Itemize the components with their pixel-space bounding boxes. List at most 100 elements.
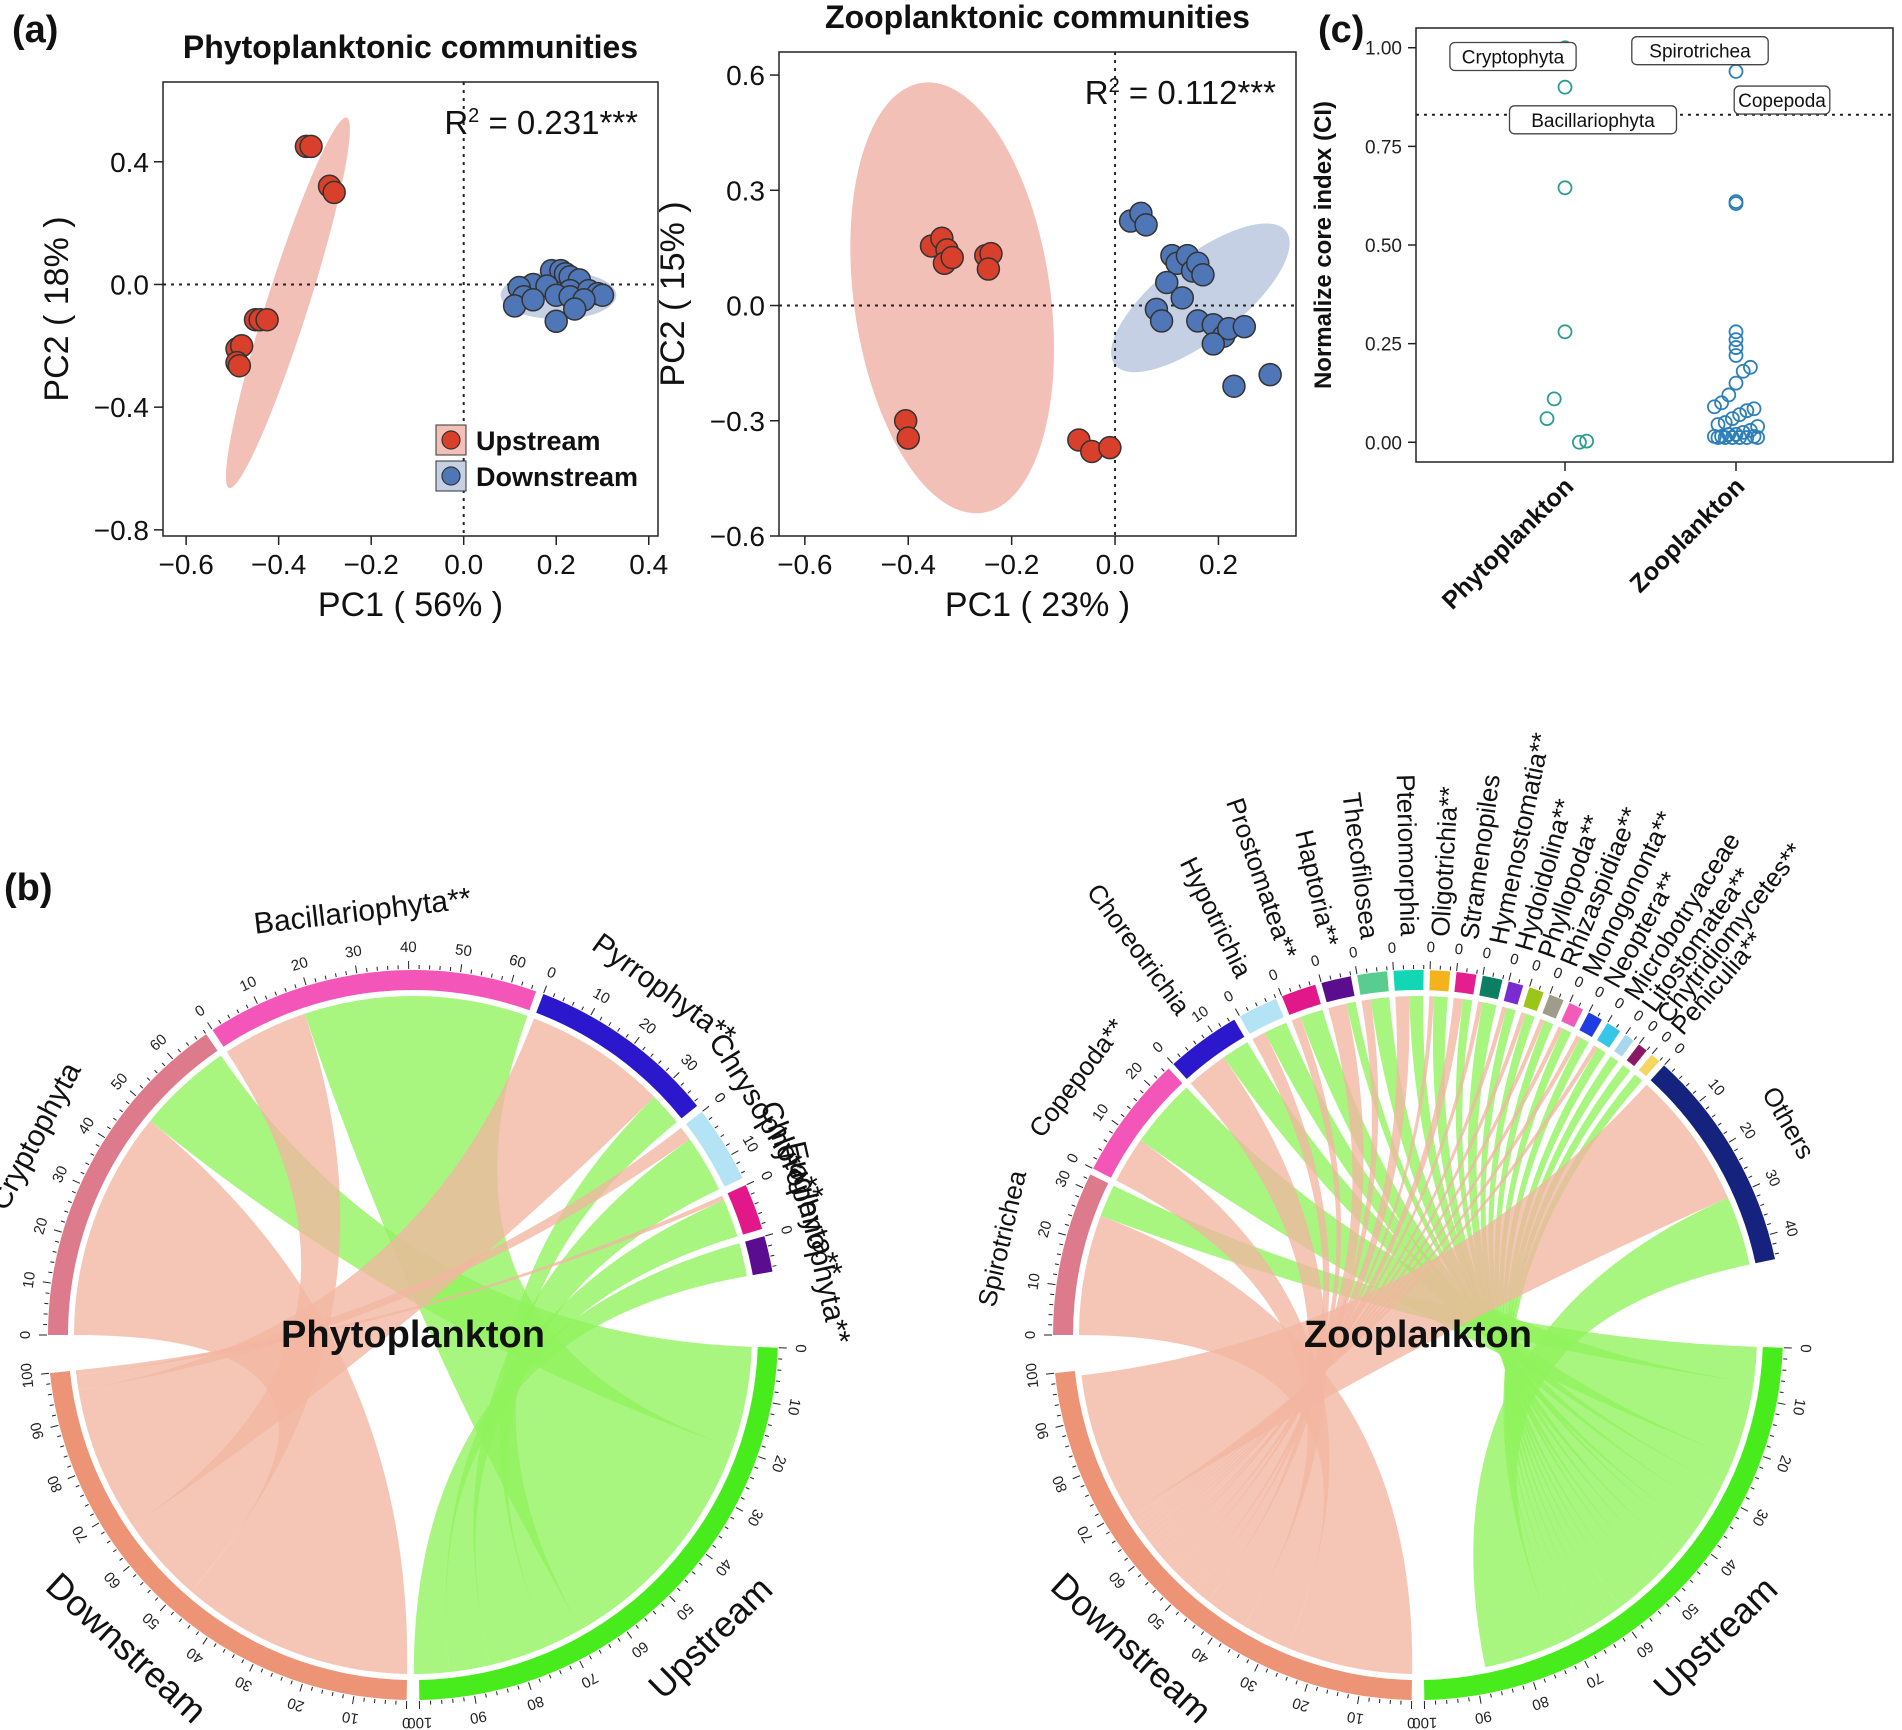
sector-tick <box>708 1116 713 1120</box>
sector-tick <box>1264 998 1267 1003</box>
sector-tick <box>543 985 547 994</box>
sector-tick-label: 60 <box>101 1568 125 1592</box>
sector-bacillariophyta <box>212 970 537 1047</box>
sector-tick <box>97 1132 106 1139</box>
sector-tick-label: 30 <box>677 1051 701 1075</box>
sector-tick <box>112 1549 117 1553</box>
sector-tick-label: 0 <box>777 1224 796 1237</box>
sector-tick <box>1500 1691 1503 1696</box>
y-tick-label: 0.4 <box>110 147 149 178</box>
sector-tick <box>764 1434 769 1437</box>
chord-phytoplankton: 0 10 20 30 40 50 60 Cryptophyta 0 10 20 30 40 50 60 Bac… <box>0 882 856 1730</box>
sector-tick-label: 40 <box>75 1114 98 1137</box>
sector-tick <box>1750 1487 1755 1490</box>
sector-tick <box>767 1424 772 1427</box>
sector-tick <box>470 969 473 974</box>
chord-link-choreotrichia-upstream <box>1223 1042 1735 1486</box>
sector-tick <box>147 1589 151 1594</box>
sector-tick <box>1275 1672 1278 1677</box>
sector-haptoria <box>1321 976 1355 1003</box>
sector-tick <box>1227 1648 1231 1653</box>
x-tick-label: −0.6 <box>158 549 213 580</box>
sector-tick <box>331 1692 334 1697</box>
sector-tick <box>1072 1475 1081 1480</box>
sector-tick-label: 10 <box>341 1708 360 1727</box>
sector-tick-label: 0 <box>1797 1344 1814 1353</box>
sector-tick <box>761 1445 766 1448</box>
sector-tick <box>1137 1574 1142 1578</box>
sector-tick-label: 0 <box>1530 957 1543 976</box>
sector-tick-label: 30 <box>49 1163 71 1185</box>
sector-tick <box>345 971 347 976</box>
sector-tick <box>119 1557 124 1561</box>
sector-tick-label: 10 <box>1346 1708 1365 1727</box>
sector-tick <box>1084 1164 1093 1169</box>
sector-chrysophyta <box>685 1111 743 1187</box>
sector-tick <box>218 1019 222 1024</box>
sector-tick <box>1657 1610 1662 1615</box>
sector-tick <box>1735 1516 1740 1520</box>
sector-tick-label: 60 <box>628 1638 651 1662</box>
sector-tick <box>67 1465 72 1468</box>
chord-link-hymenostomatia-upstream <box>1467 1002 1649 1595</box>
plot-frame <box>778 51 1297 537</box>
sector-tick <box>1508 972 1512 981</box>
sector-tick <box>106 1126 111 1130</box>
sector-tick-label: 70 <box>1074 1522 1097 1545</box>
sector-tick <box>1246 1659 1250 1664</box>
sector-tick <box>1466 968 1468 973</box>
sector-tick-label: 90 <box>1032 1421 1053 1441</box>
sector-tick <box>1468 1697 1470 1702</box>
chart-title: Zooplanktonic communities <box>825 0 1250 35</box>
sector-tick <box>241 1659 245 1664</box>
sector-tick <box>334 973 337 978</box>
sector-tick <box>1616 1023 1620 1028</box>
sector-thecofilosea <box>1357 971 1389 995</box>
sector-tick <box>185 1042 190 1047</box>
sector-tick-label: 50 <box>454 941 473 960</box>
sector-tick <box>159 1604 167 1612</box>
sector-tick <box>1159 1597 1164 1601</box>
sector-tick <box>698 1562 703 1566</box>
sector-euglenophyta <box>745 1236 773 1276</box>
sector-tick-label: 10 <box>20 1271 39 1290</box>
sector-tick <box>129 1090 137 1097</box>
x-axis-label: PC1 ( 56% ) <box>318 586 503 624</box>
ellipse-upstream <box>225 117 350 489</box>
sector-tick <box>617 1027 621 1032</box>
sector-tick <box>1096 1522 1105 1528</box>
point-zooplankton <box>1714 395 1729 411</box>
chord-link-copepoda-downstream <box>1116 1140 1330 1649</box>
sector-tick <box>1479 1695 1482 1704</box>
sector-tick <box>170 1611 175 1616</box>
sector-tick-label: 30 <box>1052 1168 1074 1190</box>
sector-tick <box>1588 1004 1594 1012</box>
sector-tick <box>1058 1232 1067 1236</box>
sector-tick <box>691 1571 696 1575</box>
sector-tick <box>1059 1243 1064 1246</box>
point-zooplankton <box>1728 340 1744 355</box>
sector-tick <box>227 1014 231 1019</box>
sector-tick <box>85 1162 90 1166</box>
sector-tick <box>1308 981 1311 986</box>
sector-tick <box>95 1143 100 1147</box>
chord-link-others-upstream <box>1473 1197 1750 1668</box>
sector-tick <box>67 1475 76 1480</box>
point-zooplankton <box>1725 411 1740 427</box>
sector-tick <box>1054 1404 1059 1406</box>
sector-tick-label: 0 <box>1644 1017 1661 1036</box>
sector-tick <box>1651 1047 1658 1055</box>
sector-tick-label: 90 <box>469 1707 488 1727</box>
sector-tick <box>1336 1692 1339 1697</box>
sector-tick <box>1071 1204 1076 1207</box>
plot-frame <box>162 81 659 537</box>
sector-tick <box>75 1484 80 1488</box>
sector-peniculia <box>1638 1054 1660 1077</box>
sector-tick <box>1236 1654 1240 1659</box>
point-zooplankton <box>1739 403 1755 419</box>
pcoa-zooplankton-plot: −0.6 −0.4 −0.2 0.0 0.2 −0.6 −0.3 0.0 0.3 0.6 PC1 (… <box>654 0 1297 624</box>
sector-litostomatea <box>1614 1034 1634 1057</box>
sector-upstream <box>419 1347 778 1700</box>
sector-tick <box>1640 1624 1644 1629</box>
sector-tick <box>236 1009 240 1014</box>
